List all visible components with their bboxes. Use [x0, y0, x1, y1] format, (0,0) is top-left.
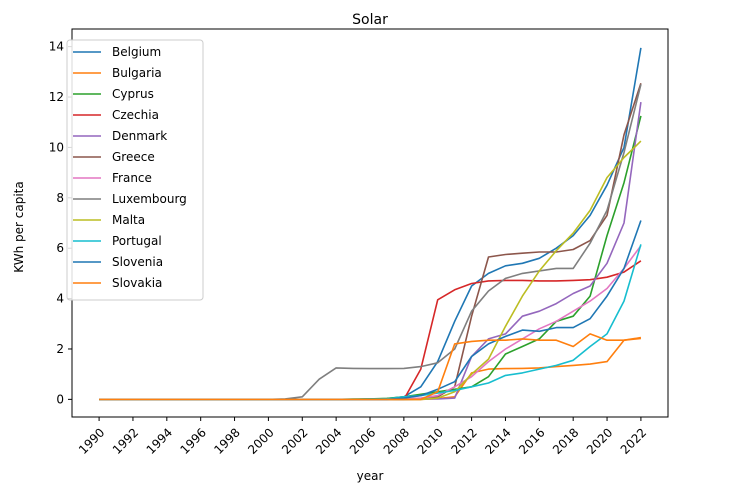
legend-box	[66, 39, 204, 301]
x-tick-label: 2020	[584, 425, 615, 456]
legend-label: Belgium	[112, 45, 161, 59]
x-tick-label: 2014	[482, 425, 513, 456]
legend-label: Portugal	[112, 234, 162, 248]
legend-label: Luxembourg	[112, 192, 187, 206]
legend-label: Slovakia	[112, 276, 162, 290]
x-tick-label: 2018	[550, 425, 581, 456]
x-tick-label: 1992	[110, 425, 141, 456]
legend-label: France	[112, 171, 152, 185]
x-tick-label: 2006	[347, 425, 378, 456]
x-tick-label: 1994	[144, 425, 175, 456]
legend-label: Bulgaria	[112, 66, 162, 80]
y-tick-label: 2	[56, 342, 64, 356]
legend-label: Malta	[112, 213, 145, 227]
x-tick-label: 2012	[448, 425, 479, 456]
y-tick-label: 0	[56, 392, 64, 406]
x-tick-label: 2002	[279, 425, 310, 456]
y-tick-label: 4	[56, 292, 64, 306]
x-tick-label: 2000	[245, 425, 276, 456]
x-axis-label: year	[357, 469, 384, 483]
chart-title: Solar	[352, 12, 388, 28]
y-tick-label: 8	[56, 191, 64, 205]
legend-label: Greece	[112, 150, 155, 164]
legend-label: Cyprus	[112, 87, 154, 101]
legend-label: Denmark	[112, 129, 167, 143]
x-tick-label: 1990	[76, 425, 107, 456]
x-tick-label: 2010	[415, 425, 446, 456]
legend-label: Slovenia	[112, 255, 163, 269]
y-tick-label: 10	[49, 140, 64, 154]
x-tick-label: 1998	[211, 425, 242, 456]
series-line-slovakia	[99, 333, 641, 401]
x-tick-label: 2008	[381, 425, 412, 456]
y-tick-label: 12	[49, 90, 64, 104]
y-tick-label: 6	[56, 241, 64, 255]
legend: Belgium Bulgaria Cyprus Czechia Denmark Greec…	[66, 39, 204, 301]
y-tick-label: 14	[49, 40, 64, 54]
x-tick-label: 1996	[178, 425, 209, 456]
x-tick-label: 2022	[618, 425, 649, 456]
series-lines	[99, 47, 642, 401]
x-tick-label: 2016	[516, 425, 547, 456]
legend-label: Czechia	[112, 108, 159, 122]
y-axis-label: KWh per capita	[12, 181, 26, 272]
x-tick-label: 2004	[313, 425, 344, 456]
